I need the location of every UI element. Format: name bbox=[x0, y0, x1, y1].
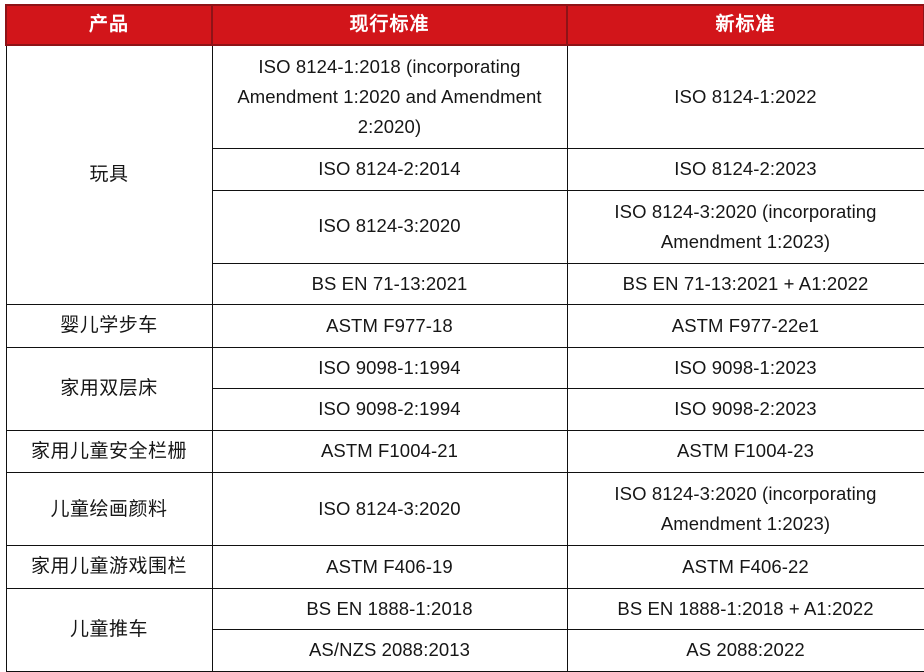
cell-new-standard: BS EN 71-13:2021 + A1:2022 bbox=[566, 262, 924, 306]
cell-product: 儿童绘画颜料 bbox=[5, 472, 213, 547]
table-row: ISO 8124-3:2020 ISO 8124-3:2020 (incorpor… bbox=[6, 189, 924, 264]
cell-new-standard: ISO 8124-3:2020 (incorporating Amendment… bbox=[566, 189, 924, 264]
cell-current-standard: ISO 9098-1:1994 bbox=[211, 346, 568, 390]
cell-new-standard: ISO 8124-2:2023 bbox=[566, 147, 924, 191]
cell-current-standard: ISO 8124-3:2020 bbox=[211, 189, 568, 264]
table-header-row: 产品 现行标准 新标准 bbox=[5, 4, 924, 46]
table-row: 儿童推车 BS EN 1888-1:2018 BS EN 1888-1:2018 +… bbox=[5, 587, 924, 672]
cell-current-standard: ISO 8124-3:2020 bbox=[211, 472, 568, 547]
table-row: 家用双层床 ISO 9098-1:1994 ISO 9098-1:2023 bbox=[5, 346, 924, 431]
cell-new-standard: AS 2088:2022 bbox=[566, 629, 924, 672]
table-header: 产品 现行标准 新标准 bbox=[5, 4, 924, 46]
cell-new-standard: ISO 8124-3:2020 (incorporating Amendment… bbox=[566, 472, 924, 547]
cell-current-standard: ASTM F1004-21 bbox=[211, 429, 568, 474]
cell-new-standard: BS EN 1888-1:2018 + A1:2022 bbox=[566, 587, 924, 631]
cell-current-standard: BS EN 71-13:2021 bbox=[211, 262, 568, 306]
cell-new-standard: ISO 9098-2:2023 bbox=[566, 388, 924, 431]
table-row: 家用儿童游戏围栏 ASTM F406-19 ASTM F406-22 bbox=[5, 545, 924, 589]
table-row: 玩具 ISO 8124-1:2018 (incorporating Amendme… bbox=[5, 44, 924, 306]
cell-product: 家用双层床 bbox=[5, 346, 213, 431]
cell-current-standard: ISO 8124-2:2014 bbox=[211, 147, 568, 191]
cell-product: 玩具 bbox=[5, 44, 213, 306]
cell-new-standard: ISO 9098-1:2023 bbox=[566, 346, 924, 390]
cell-product: 家用儿童游戏围栏 bbox=[5, 545, 213, 589]
table-row: ISO 9098-2:1994 ISO 9098-2:2023 bbox=[6, 388, 924, 431]
cell-current-standard: ASTM F977-18 bbox=[211, 304, 568, 348]
column-header-new-standard: 新标准 bbox=[566, 4, 924, 46]
cell-current-standard: ISO 9098-2:1994 bbox=[211, 388, 568, 431]
table-row: 家用儿童安全栏栅 ASTM F1004-21 ASTM F1004-23 bbox=[5, 429, 924, 474]
cell-product: 儿童推车 bbox=[5, 587, 213, 672]
cell-current-standard: BS EN 1888-1:2018 bbox=[211, 587, 568, 631]
cell-product: 家用儿童安全栏栅 bbox=[5, 429, 213, 474]
cell-new-standard: ISO 8124-1:2022 bbox=[566, 44, 924, 149]
column-header-current-standard: 现行标准 bbox=[211, 4, 568, 46]
cell-current-standard: ASTM F406-19 bbox=[211, 545, 568, 589]
cell-current-standard: AS/NZS 2088:2013 bbox=[211, 629, 568, 672]
standards-comparison-table: 产品 现行标准 新标准 玩具 ISO 8124-1:2018 (incorpora… bbox=[5, 4, 924, 672]
column-header-product: 产品 bbox=[5, 4, 213, 46]
table-body: 玩具 ISO 8124-1:2018 (incorporating Amendme… bbox=[5, 44, 924, 672]
cell-product: 婴儿学步车 bbox=[5, 304, 213, 348]
table-row: 婴儿学步车 ASTM F977-18 ASTM F977-22e1 bbox=[5, 304, 924, 348]
cell-new-standard: ASTM F977-22e1 bbox=[566, 304, 924, 348]
table-row: 儿童绘画颜料 ISO 8124-3:2020 ISO 8124-3:2020 (in… bbox=[5, 472, 924, 547]
cell-new-standard: ASTM F1004-23 bbox=[566, 429, 924, 474]
cell-new-standard: ASTM F406-22 bbox=[566, 545, 924, 589]
cell-current-standard: ISO 8124-1:2018 (incorporating Amendment… bbox=[211, 44, 568, 149]
